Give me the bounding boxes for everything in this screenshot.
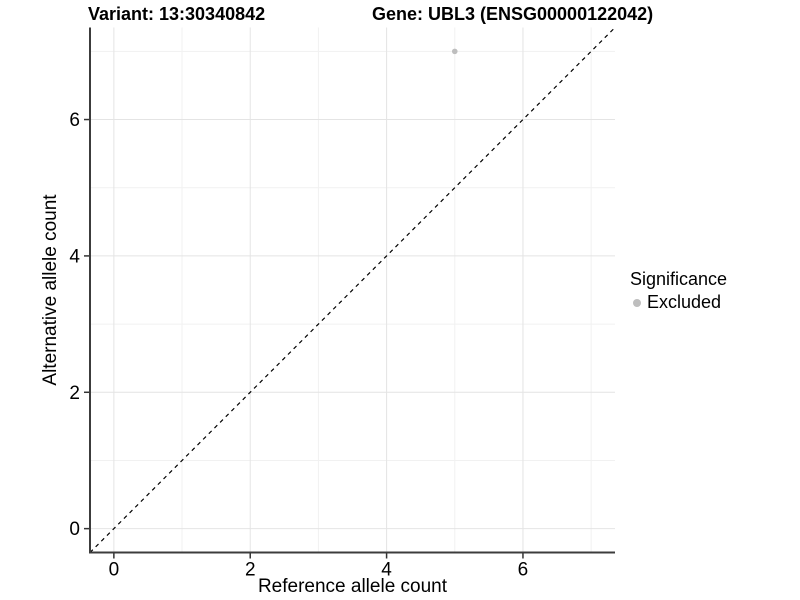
gene-title: Gene: UBL3 (ENSG00000122042) bbox=[372, 4, 654, 24]
y-axis-label: Alternative allele count bbox=[40, 194, 61, 386]
x-axis-label: Reference allele count bbox=[257, 576, 448, 597]
x-tick-label: 2 bbox=[245, 560, 256, 581]
legend-entry-excluded: Excluded bbox=[630, 292, 727, 313]
y-tick-label: 6 bbox=[69, 110, 80, 131]
x-tick-label: 6 bbox=[518, 560, 529, 581]
y-tick-label: 4 bbox=[69, 246, 80, 267]
x-tick-label: 0 bbox=[109, 560, 120, 581]
data-point-excluded bbox=[451, 48, 458, 55]
identity-line bbox=[89, 27, 616, 553]
y-tick-label: 2 bbox=[69, 383, 80, 404]
y-tick-label: 0 bbox=[69, 519, 80, 540]
x-tick-label: 4 bbox=[381, 560, 392, 581]
legend: Significance Excluded bbox=[630, 268, 727, 313]
legend-entry-label: Excluded bbox=[647, 292, 722, 312]
legend-title: Significance bbox=[630, 269, 728, 289]
legend-point-icon bbox=[633, 298, 641, 307]
variant-title: Variant: 13:30340842 bbox=[88, 4, 266, 24]
